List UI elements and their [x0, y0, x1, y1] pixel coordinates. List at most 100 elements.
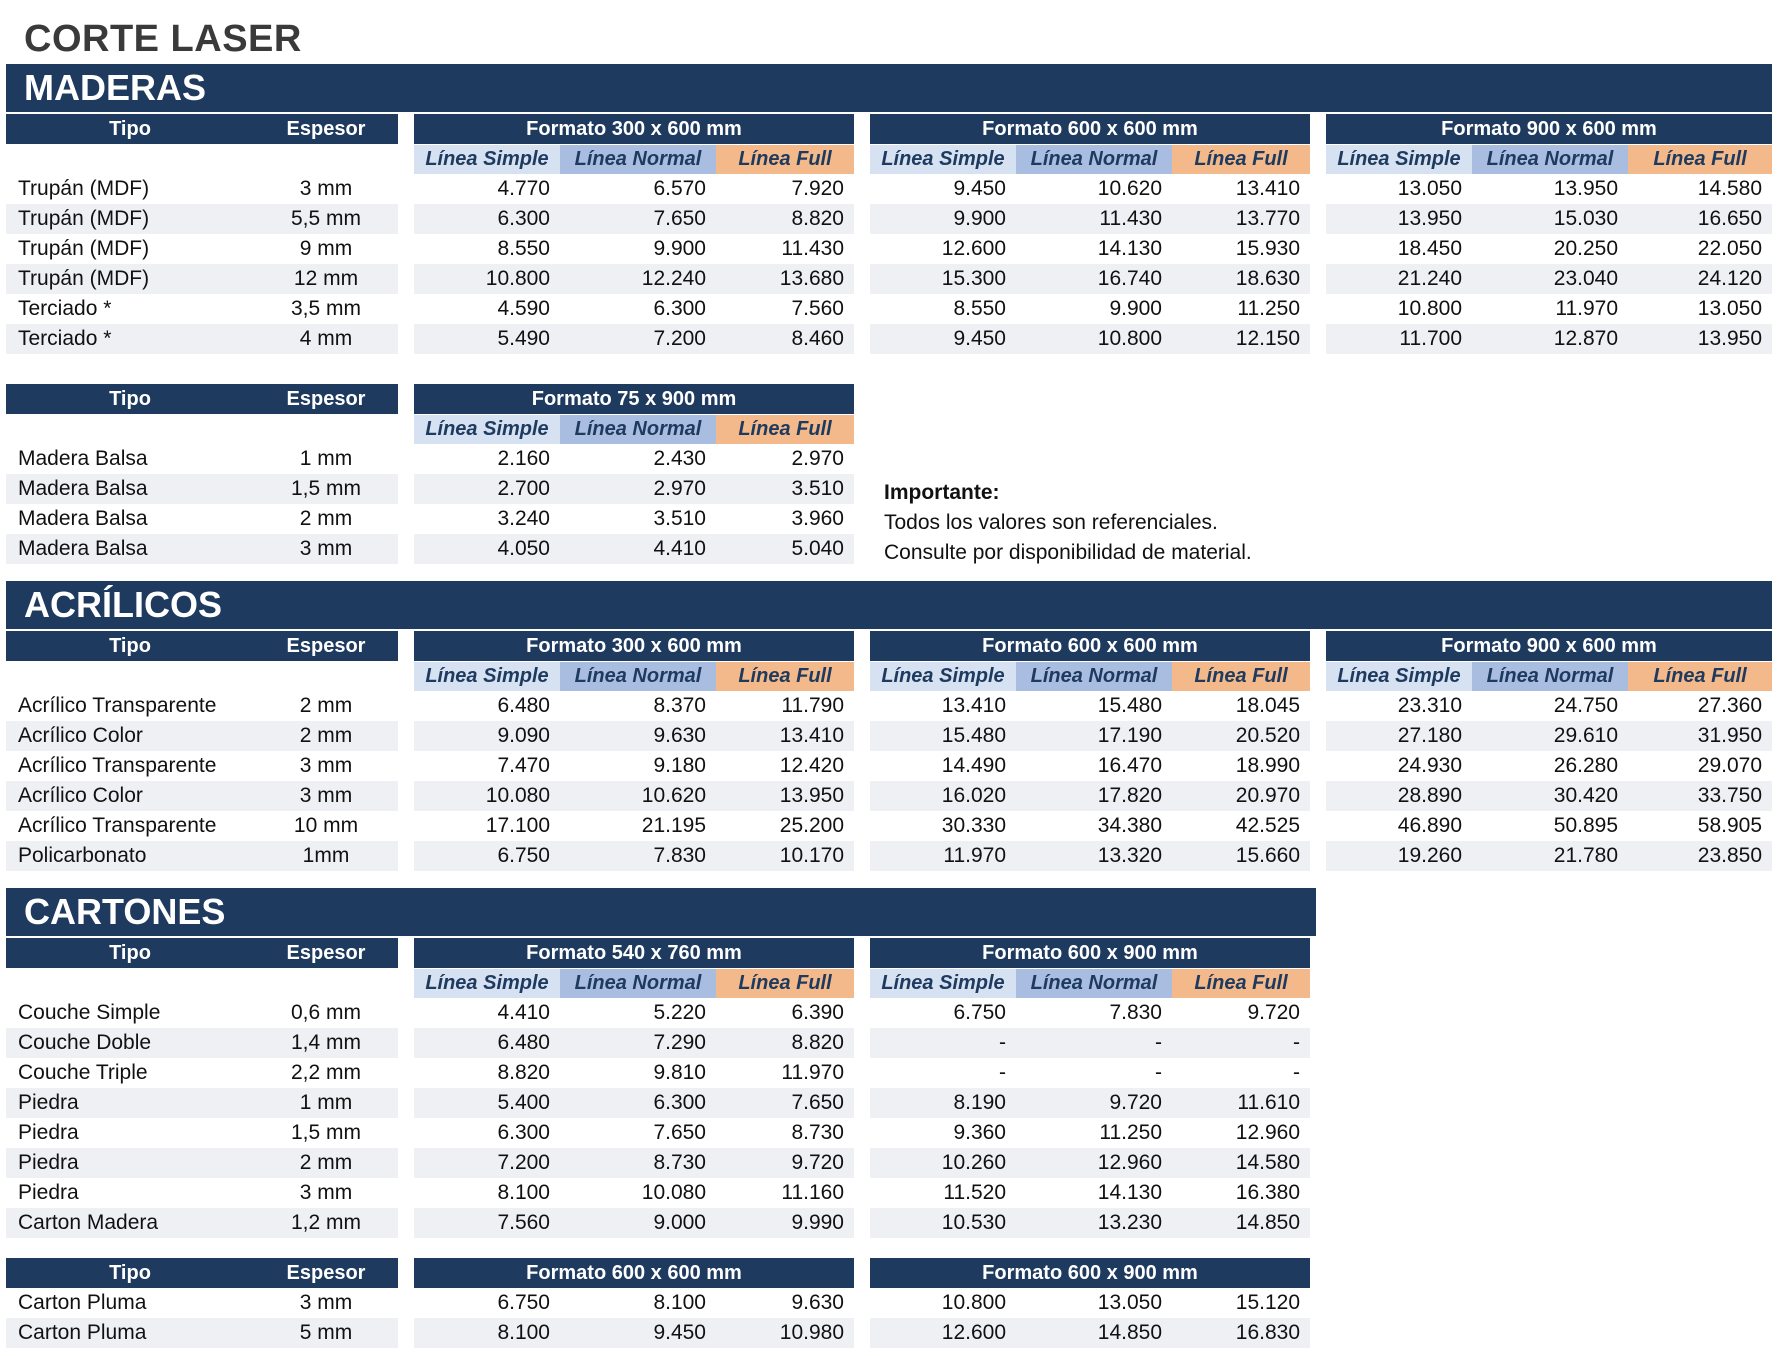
tipo-cell: Madera Balsa: [18, 537, 148, 560]
price-cell: 11.970: [781, 1061, 844, 1084]
row-stripe: [414, 324, 854, 354]
price-cell: 6.480: [497, 1031, 550, 1054]
row-stripe: [414, 781, 854, 811]
tipo-cell: Couche Triple: [18, 1061, 148, 1084]
espesor-cell: 4 mm: [299, 327, 353, 350]
subheader-linea-simple: Línea Simple: [1326, 145, 1472, 174]
price-cell: 3.240: [497, 507, 550, 530]
price-cell: 8.100: [497, 1181, 550, 1204]
row-stripe: [870, 1028, 1310, 1058]
espesor-cell: 12 mm: [293, 267, 359, 290]
row-stripe: [1326, 781, 1772, 811]
price-cell: 9.000: [653, 1211, 706, 1234]
price-cell: 6.750: [953, 1001, 1006, 1024]
price-cell: 21.240: [1397, 267, 1462, 290]
tipo-cell: Terciado *: [18, 297, 112, 320]
tipo-cell: Acrílico Color: [18, 784, 143, 807]
price-cell: 18.045: [1235, 694, 1300, 717]
price-cell: 9.630: [653, 724, 706, 747]
subheader-linea-full: Línea Full: [1172, 969, 1310, 998]
price-cell: 2.970: [791, 447, 844, 470]
espesor-cell: 2 mm: [299, 1151, 353, 1174]
price-cell: 7.830: [1109, 1001, 1162, 1024]
espesor-cell: 1mm: [302, 844, 350, 867]
price-cell: 13.410: [1235, 177, 1300, 200]
subheader-linea-normal: Línea Normal: [1016, 662, 1172, 691]
tipo-cell: Carton Madera: [18, 1211, 159, 1234]
subheader-linea-simple: Línea Simple: [870, 969, 1016, 998]
tipo-cell: Madera Balsa: [18, 447, 148, 470]
price-cell: 8.820: [791, 207, 844, 230]
row-stripe: [414, 264, 854, 294]
price-cell: 14.130: [1097, 1181, 1162, 1204]
tipo-cell: Policarbonato: [18, 844, 147, 867]
row-stripe: [1326, 841, 1772, 871]
price-cell: 46.890: [1397, 814, 1462, 837]
price-cell: 29.070: [1697, 754, 1762, 777]
price-cell: 7.560: [791, 297, 844, 320]
row-stripe: [870, 1318, 1310, 1348]
price-cell: 10.530: [941, 1211, 1006, 1234]
price-cell: 14.490: [941, 754, 1006, 777]
tipo-cell: Couche Simple: [18, 1001, 161, 1024]
subheader-linea-normal: Línea Normal: [1472, 662, 1628, 691]
price-cell: 11.430: [781, 237, 844, 260]
price-cell: 22.050: [1697, 237, 1762, 260]
price-cell: 13.680: [779, 267, 844, 290]
price-cell: 9.360: [953, 1121, 1006, 1144]
price-cell: 8.820: [791, 1031, 844, 1054]
price-cell: 58.905: [1697, 814, 1762, 837]
price-cell: 13.410: [941, 694, 1006, 717]
row-stripe: [870, 841, 1310, 871]
price-cell: 14.850: [1235, 1211, 1300, 1234]
tipo-cell: Couche Doble: [18, 1031, 152, 1054]
format-header: Formato 600 x 900 mm: [870, 938, 1310, 968]
price-cell: 13.050: [1697, 297, 1762, 320]
subheader-linea-normal: Línea Normal: [1016, 969, 1172, 998]
price-cell: 5.040: [791, 537, 844, 560]
price-cell: 34.380: [1097, 814, 1162, 837]
espesor-cell: 5,5 mm: [290, 207, 361, 230]
price-cell: 7.650: [653, 207, 706, 230]
price-cell: 11.970: [943, 844, 1006, 867]
subheader-linea-normal: Línea Normal: [1472, 145, 1628, 174]
price-cell: 20.250: [1553, 237, 1618, 260]
row-stripe: [6, 1318, 398, 1348]
format-header: Formato 600 x 600 mm: [414, 1258, 854, 1288]
price-cell: 11.160: [781, 1181, 844, 1204]
price-cell: 2.160: [497, 447, 550, 470]
section-title: ACRÍLICOS: [6, 581, 1772, 629]
header-tipo: Tipo: [6, 114, 254, 144]
price-cell: 8.190: [953, 1091, 1006, 1114]
espesor-cell: 0,6 mm: [290, 1001, 361, 1024]
row-stripe: [6, 1088, 398, 1118]
section-title: CARTONES: [6, 888, 1316, 936]
format-header: Formato 600 x 900 mm: [870, 1258, 1310, 1288]
subheader-linea-simple: Línea Simple: [414, 662, 560, 691]
subheader-linea-normal: Línea Normal: [560, 662, 716, 691]
price-cell: 12.240: [641, 267, 706, 290]
subheader-linea-full: Línea Full: [1628, 145, 1772, 174]
price-cell: 9.720: [791, 1151, 844, 1174]
price-cell: 19.260: [1397, 844, 1462, 867]
format-header: Formato 540 x 760 mm: [414, 938, 854, 968]
tipo-cell: Trupán (MDF): [18, 267, 150, 290]
price-cell: 3.510: [791, 477, 844, 500]
tipo-cell: Acrílico Color: [18, 724, 143, 747]
price-cell: 11.250: [1099, 1121, 1162, 1144]
price-cell: 29.610: [1553, 724, 1618, 747]
subheader-linea-simple: Línea Simple: [414, 145, 560, 174]
price-cell: 6.750: [497, 844, 550, 867]
price-cell: 27.180: [1397, 724, 1462, 747]
espesor-cell: 1,2 mm: [290, 1211, 361, 1234]
tipo-cell: Acrílico Transparente: [18, 694, 217, 717]
row-stripe: [870, 1148, 1310, 1178]
price-cell: 23.040: [1553, 267, 1618, 290]
row-stripe: [870, 324, 1310, 354]
subheader-linea-normal: Línea Normal: [560, 145, 716, 174]
price-cell: -: [1293, 1031, 1300, 1054]
price-cell: 6.300: [653, 297, 706, 320]
price-cell: 5.220: [653, 1001, 706, 1024]
row-stripe: [414, 1318, 854, 1348]
subheader-linea-simple: Línea Simple: [414, 969, 560, 998]
